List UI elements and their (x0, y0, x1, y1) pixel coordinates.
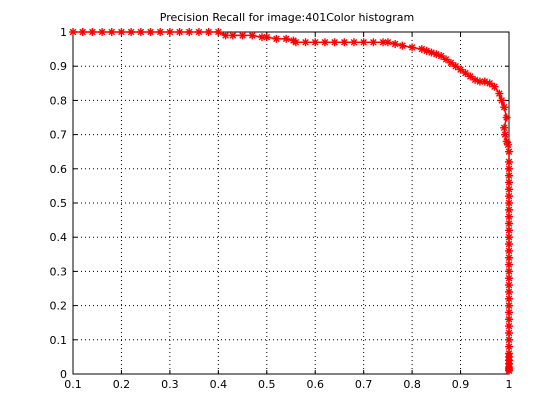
data-point-marker (500, 124, 508, 132)
data-point-marker (331, 38, 339, 46)
data-point-marker (311, 38, 319, 46)
data-point-marker (408, 43, 416, 51)
x-tick-label: 0.5 (258, 378, 276, 391)
data-point-marker (350, 38, 358, 46)
data-point-marker (505, 220, 513, 228)
y-tick-label: 0.2 (50, 300, 68, 313)
data-point-marker (79, 28, 87, 36)
data-point-marker (505, 295, 513, 303)
data-point-marker (69, 28, 77, 36)
data-point-marker (369, 38, 377, 46)
y-tick-label: 0.6 (50, 163, 68, 176)
x-tick-label: 0.4 (210, 378, 228, 391)
data-point-marker (263, 33, 271, 41)
data-point-marker (505, 267, 513, 275)
y-tick-label: 0.9 (50, 60, 68, 73)
x-tick-label: 1 (506, 378, 513, 391)
data-point-marker (282, 35, 290, 43)
data-point-marker (505, 172, 513, 180)
data-point-marker (505, 226, 513, 234)
x-tick-label: 0.8 (403, 378, 421, 391)
x-tick-label: 0.9 (452, 378, 470, 391)
data-point-marker (505, 315, 513, 323)
data-point-marker (176, 28, 184, 36)
data-point-marker (505, 274, 513, 282)
data-point-marker (505, 178, 513, 186)
data-point-marker (505, 281, 513, 289)
y-tick-label: 0.5 (50, 197, 68, 210)
y-tick-label: 0.1 (50, 334, 68, 347)
data-point-marker (239, 31, 247, 39)
data-point-marker (505, 308, 513, 316)
y-tick-label: 0.4 (50, 231, 68, 244)
x-tick-label: 0.3 (161, 378, 179, 391)
data-point-marker (137, 28, 145, 36)
data-point-marker (272, 35, 280, 43)
data-point-marker (292, 38, 300, 46)
data-point-marker (505, 192, 513, 200)
chart-title: Precision Recall for image:401Color hist… (160, 11, 414, 24)
data-point-marker (505, 343, 513, 351)
data-point-marker (504, 141, 512, 149)
plot-frame (73, 32, 509, 374)
x-tick-label: 0.2 (113, 378, 131, 391)
data-point-marker (195, 28, 203, 36)
data-point-marker (505, 199, 513, 207)
data-point-marker (360, 38, 368, 46)
data-point-marker (156, 28, 164, 36)
data-point-marker (505, 148, 513, 156)
data-point-marker (321, 38, 329, 46)
data-point-marker (505, 302, 513, 310)
y-tick-label: 0.3 (50, 265, 68, 278)
data-point-marker (88, 28, 96, 36)
data-point-marker (391, 40, 399, 48)
data-point-marker (398, 42, 406, 50)
data-point-marker (384, 38, 392, 46)
data-point-marker (505, 367, 513, 375)
data-point-marker (185, 28, 193, 36)
y-tick-label: 1 (60, 26, 67, 39)
data-point-marker (147, 28, 155, 36)
data-point-marker (302, 38, 310, 46)
data-point-marker (340, 38, 348, 46)
data-point-marker (127, 28, 135, 36)
y-tick-label: 0.7 (50, 129, 68, 142)
data-point-marker (166, 28, 174, 36)
data-point-marker (229, 31, 237, 39)
y-tick-label: 0 (60, 368, 67, 381)
data-point-marker (505, 233, 513, 241)
data-point-marker (505, 322, 513, 330)
x-tick-label: 0.7 (355, 378, 373, 391)
data-point-marker (505, 206, 513, 214)
data-point-marker (505, 261, 513, 269)
data-point-marker (505, 165, 513, 173)
data-point-marker (505, 254, 513, 262)
data-point-marker (505, 336, 513, 344)
data-point-marker (248, 31, 256, 39)
y-tick-label: 0.8 (50, 94, 68, 107)
data-point-marker (505, 329, 513, 337)
x-tick-label: 0.6 (306, 378, 324, 391)
data-point-marker (505, 288, 513, 296)
data-point-marker (503, 114, 511, 122)
